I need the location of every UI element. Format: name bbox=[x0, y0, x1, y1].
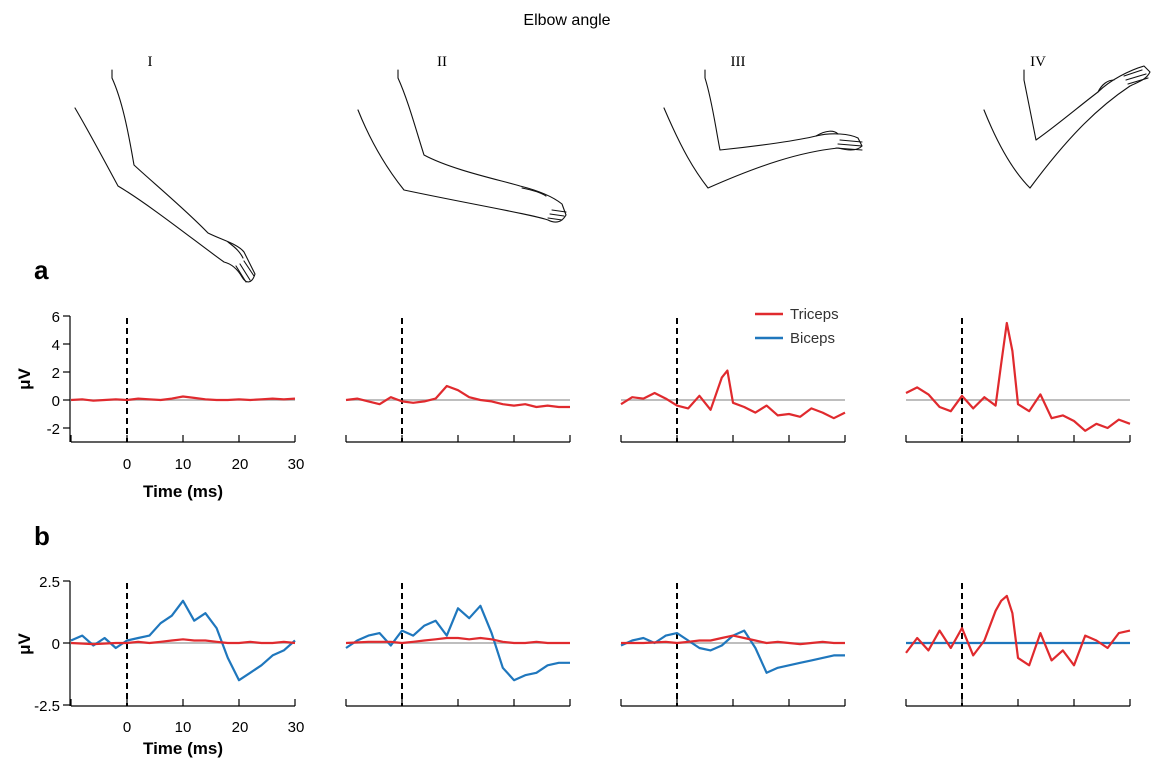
panel-a-xlabel: Time (ms) bbox=[143, 482, 223, 501]
xtick-label: 0 bbox=[123, 456, 131, 473]
x-axis bbox=[70, 699, 296, 707]
panel-b-ytick-label: 0 bbox=[52, 636, 60, 653]
panel-b-ytick-label: -2.5 bbox=[34, 698, 60, 715]
position-label-i: I bbox=[148, 54, 153, 70]
panel-a-yaxis: 6 4 2 0 -2 bbox=[47, 309, 71, 442]
x-axis bbox=[620, 435, 846, 443]
x-axis bbox=[905, 699, 1131, 707]
subplot-a-II bbox=[345, 318, 571, 443]
series-line-triceps-I bbox=[70, 395, 296, 402]
xtick-label: 20 bbox=[232, 719, 249, 736]
panel-label-a: a bbox=[34, 255, 49, 285]
series-line-triceps-IV bbox=[905, 594, 1131, 667]
x-axis bbox=[905, 435, 1131, 443]
panel-a-ytick-label: 6 bbox=[52, 309, 60, 326]
legend-label-biceps: Biceps bbox=[790, 330, 835, 347]
panel-b-yaxis: 2.5 0 -2.5 bbox=[34, 574, 71, 715]
panel-a-ylabel: μV bbox=[15, 367, 34, 389]
xtick-label: 10 bbox=[175, 456, 192, 473]
series-line-triceps-II bbox=[345, 636, 570, 645]
x-axis bbox=[345, 699, 571, 707]
series-line-triceps-II bbox=[345, 384, 570, 409]
series-line-triceps-IV bbox=[905, 321, 1131, 432]
subplot-a-I bbox=[70, 318, 296, 443]
xtick-label: 20 bbox=[232, 456, 249, 473]
panel-a-ytick-label: -2 bbox=[47, 421, 60, 438]
series-line-triceps-III bbox=[621, 634, 845, 646]
xtick-label: 30 bbox=[288, 719, 305, 736]
xtick-label: 10 bbox=[175, 719, 192, 736]
panel-b-ylabel: μV bbox=[15, 632, 34, 654]
subplot-a-III bbox=[620, 318, 846, 443]
x-axis bbox=[345, 435, 571, 443]
arm-drawing-i: I bbox=[74, 54, 256, 283]
subplot-b-IV bbox=[905, 583, 1131, 707]
panel-label-b: b bbox=[34, 521, 50, 551]
subplot-b-III bbox=[620, 583, 846, 707]
series-line-biceps-II bbox=[345, 604, 570, 682]
position-label-iv: IV bbox=[1030, 54, 1046, 70]
position-label-ii: II bbox=[437, 54, 447, 70]
panel-b-xtick-labels: 0 10 20 30 bbox=[123, 719, 305, 736]
panel-a-ytick-label: 0 bbox=[52, 393, 60, 410]
xtick-label: 30 bbox=[288, 456, 305, 473]
legend: Triceps Biceps bbox=[755, 306, 839, 347]
subplot-b-II bbox=[345, 583, 571, 707]
panel-a-ytick-label: 4 bbox=[52, 337, 60, 354]
arm-drawing-iii: III bbox=[663, 54, 863, 189]
plot-area bbox=[70, 318, 1131, 707]
series-line-triceps-I bbox=[70, 638, 296, 646]
panel-a-xtick-labels: 0 10 20 30 bbox=[123, 456, 305, 473]
panel-b-ytick-label: 2.5 bbox=[39, 574, 60, 591]
legend-label-triceps: Triceps bbox=[790, 306, 839, 323]
subplot-b-I bbox=[70, 583, 296, 707]
figure-title: Elbow angle bbox=[523, 12, 610, 29]
position-label-iii: III bbox=[731, 54, 746, 70]
x-axis bbox=[620, 699, 846, 707]
panel-a-ytick-label: 2 bbox=[52, 365, 60, 382]
subplot-a-IV bbox=[905, 318, 1131, 443]
x-axis bbox=[70, 435, 296, 443]
panel-b-xlabel: Time (ms) bbox=[143, 739, 223, 758]
series-line-triceps-III bbox=[620, 369, 846, 420]
arm-drawing-iv: IV bbox=[983, 54, 1151, 189]
series-line-biceps-III bbox=[620, 629, 845, 674]
arm-drawing-ii: II bbox=[357, 54, 567, 223]
xtick-label: 0 bbox=[123, 719, 131, 736]
series-line-biceps-I bbox=[70, 599, 296, 682]
